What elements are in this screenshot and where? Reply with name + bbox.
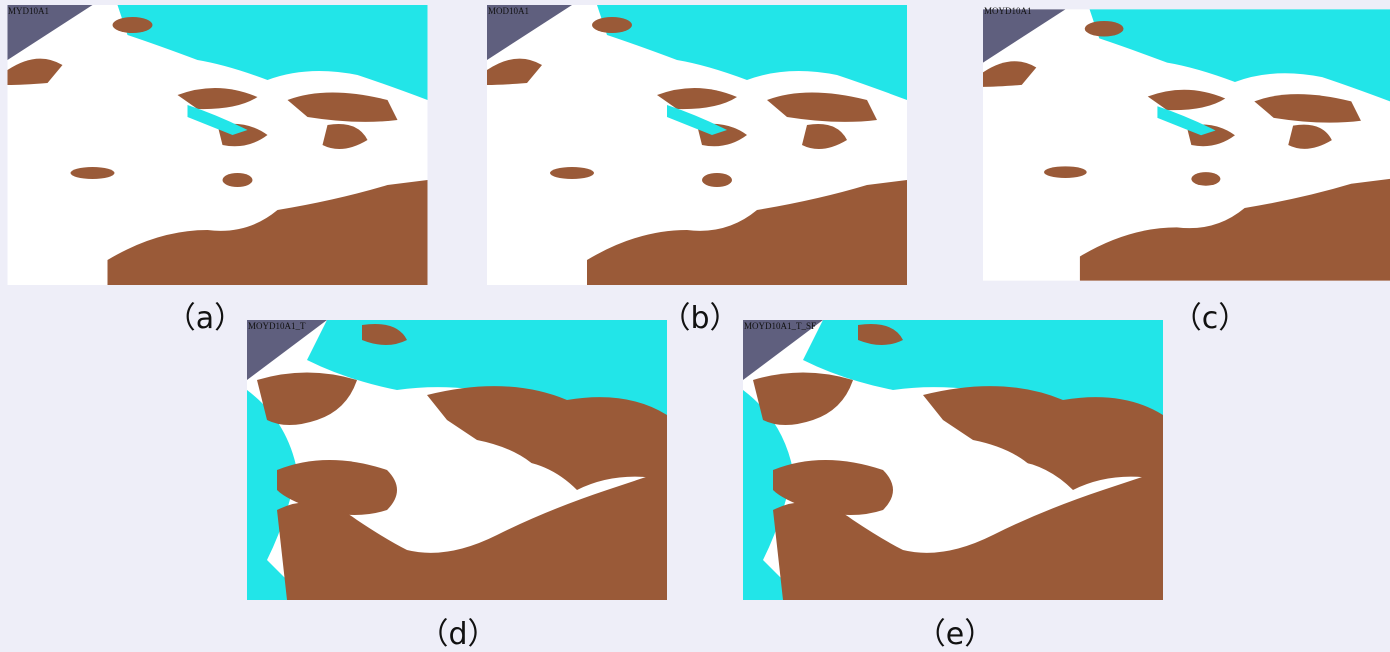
map-title: MOD10A1	[488, 6, 529, 16]
panel: MOYD10A1_T （d）	[247, 320, 667, 652]
map-title: MYD10A1	[8, 6, 49, 16]
caption: （d）	[418, 617, 497, 652]
map-title: MOYD10A1_T	[248, 321, 306, 331]
map-image	[743, 320, 1163, 600]
map-title: MOYD10A1	[984, 6, 1032, 16]
panel: MOD10A1 （b）	[487, 5, 907, 336]
caption: （e）	[916, 617, 994, 652]
map-image	[983, 9, 1390, 280]
map-title: MOYD10A1_T_SF	[744, 321, 816, 331]
panel: MOYD10A1 （c）	[983, 6, 1390, 336]
caption: （c）	[1172, 301, 1249, 336]
caption: （a）	[166, 301, 244, 336]
figure: MYD10A1 （a） MOD10A1 （b） MOYD10A1 （c） MOYD10A1_…	[0, 0, 1390, 652]
map-image	[487, 5, 907, 285]
map-image	[247, 320, 667, 600]
panel: MOYD10A1_T_SF （e）	[743, 320, 1163, 652]
caption: （b）	[660, 301, 739, 336]
map-image	[8, 5, 428, 285]
panel: MYD10A1 （a）	[8, 5, 428, 336]
